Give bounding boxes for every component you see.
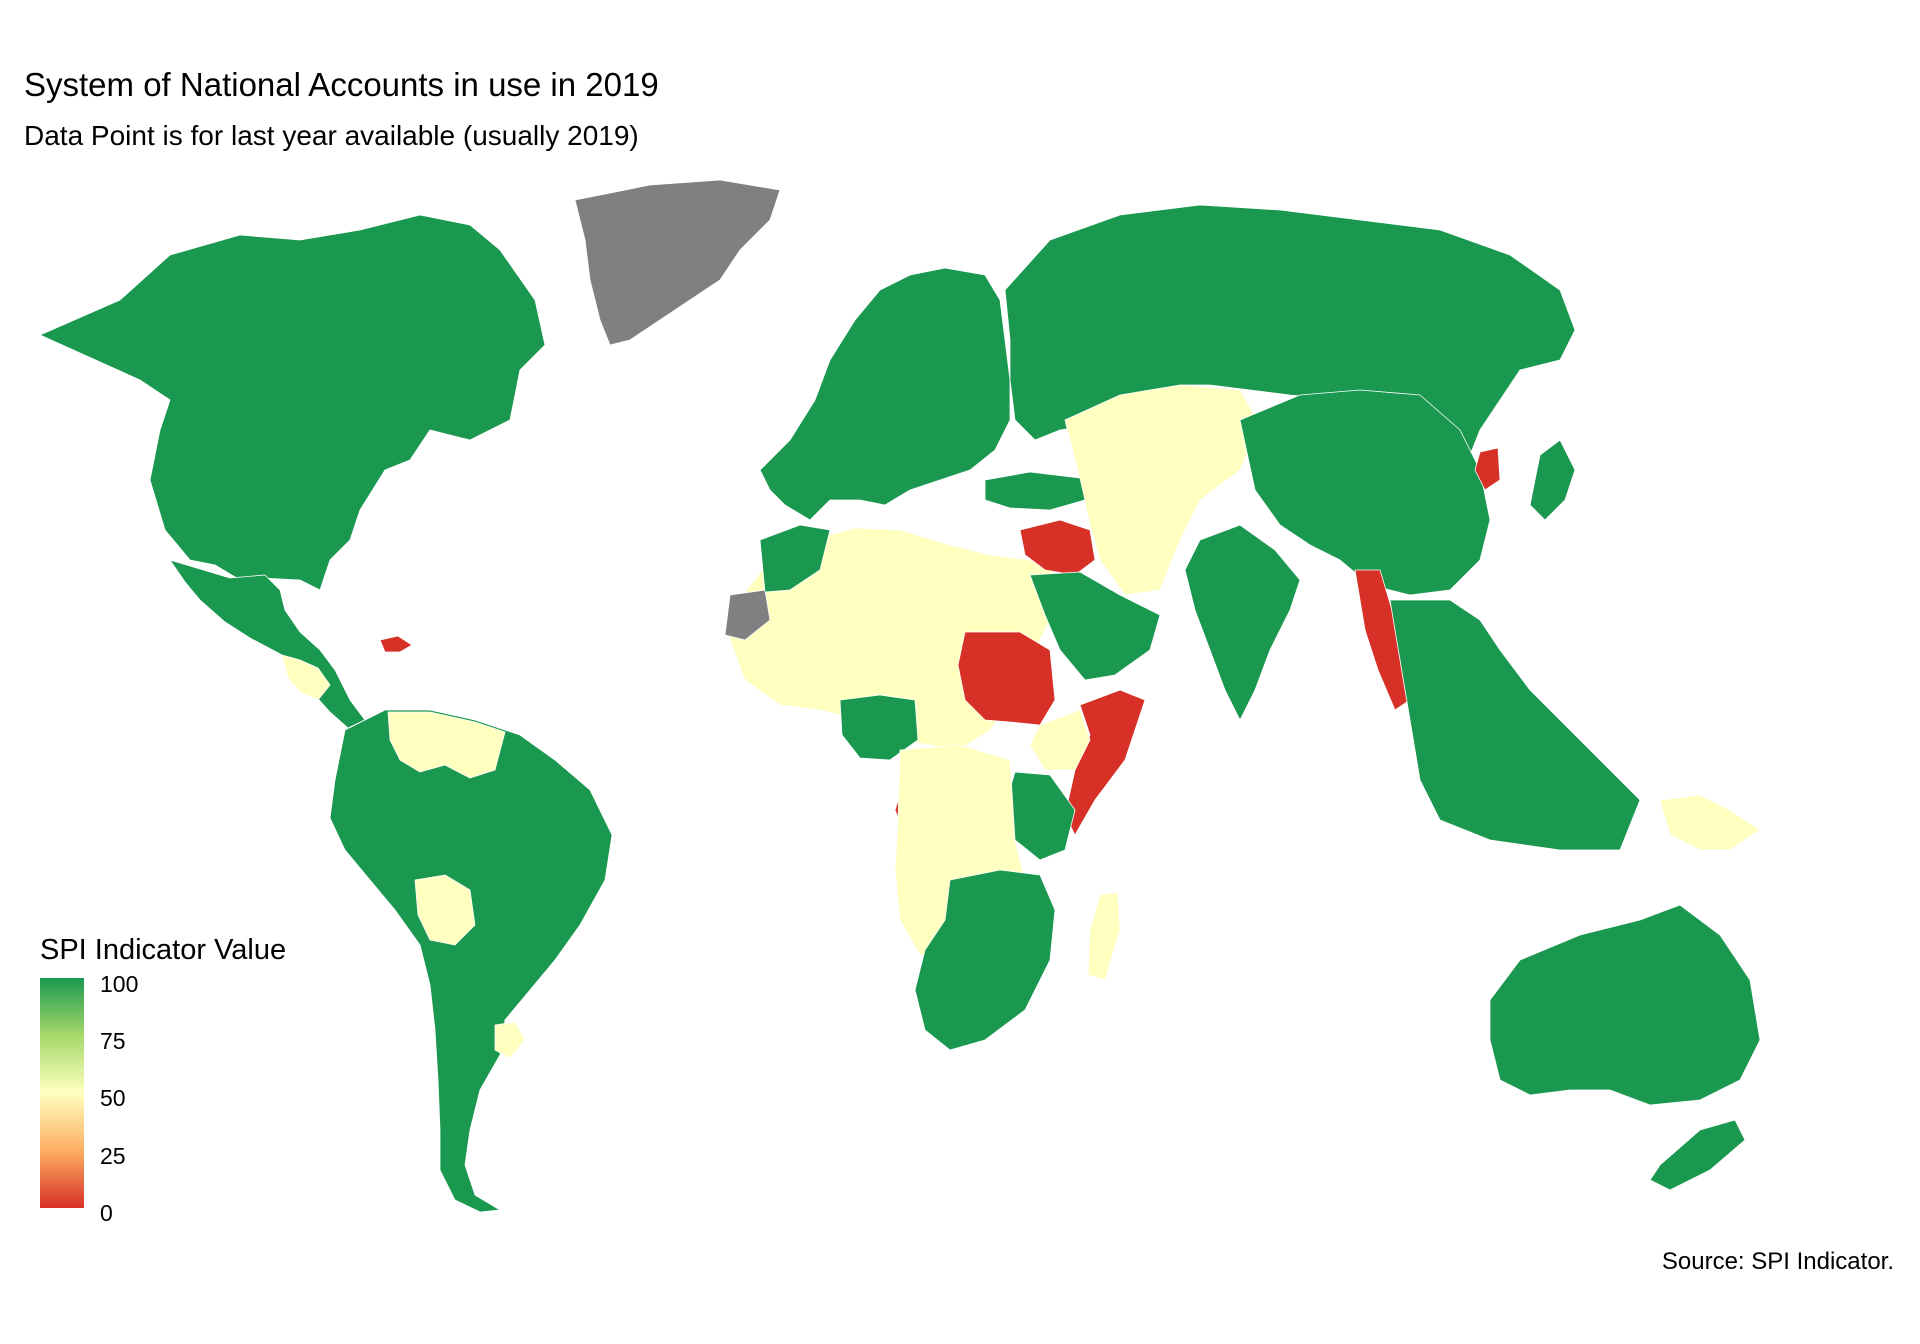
region-sudan <box>957 631 1056 726</box>
region-madagascar <box>1087 891 1121 981</box>
region-bolivia <box>414 874 476 946</box>
region-ethiopia <box>1029 709 1091 771</box>
region-china-mongolia <box>1239 389 1491 596</box>
legend-tick <box>84 1094 92 1096</box>
world-map <box>39 179 1761 1213</box>
region-south-america <box>329 709 613 1213</box>
legend-label-0: 0 <box>100 1200 113 1226</box>
legend-tick <box>84 1144 92 1146</box>
region-haiti-dominican-republic <box>379 635 413 653</box>
region-australia <box>1489 904 1761 1106</box>
region-central-america-and-mexico <box>169 559 366 729</box>
chart-subtitle: Data Point is for last year available (u… <box>24 120 639 151</box>
legend-label-75: 75 <box>100 1028 126 1054</box>
region-japan <box>1529 439 1576 521</box>
legend-label-100: 100 <box>100 971 139 997</box>
region-north-america <box>39 214 546 591</box>
region-north-korea <box>1474 447 1501 491</box>
region-europe <box>759 267 1011 521</box>
region-uruguay <box>494 1021 526 1059</box>
source-caption: Source: SPI Indicator. <box>1661 1248 1894 1275</box>
region-southeast-asia <box>1389 599 1641 851</box>
region-papua-new-guinea <box>1659 794 1761 851</box>
region-middle-east-syria-iraq <box>1019 519 1096 576</box>
region-guatemala-honduras <box>281 654 331 701</box>
region-new-zealand <box>1649 1119 1746 1191</box>
legend-tick <box>84 1044 92 1046</box>
region-western-sahara <box>724 589 771 641</box>
legend-label-50: 50 <box>100 1085 126 1111</box>
region-india <box>1184 524 1301 721</box>
region-greenland <box>574 179 781 346</box>
region-venezuela-guyana <box>387 711 506 779</box>
legend-colorbar <box>40 978 84 1208</box>
legend-label-25: 25 <box>100 1143 126 1169</box>
region-arabian-peninsula <box>1029 571 1161 681</box>
region-turkey <box>984 471 1086 511</box>
region-central-asia-iran <box>1064 384 1261 596</box>
chart-title: System of National Accounts in use in 20… <box>24 66 659 103</box>
region-morocco <box>759 524 831 593</box>
legend-tick <box>84 995 92 997</box>
legend-tick <box>84 1194 92 1196</box>
region-southern-africa <box>914 869 1056 1051</box>
legend-title: SPI Indicator Value <box>40 934 287 966</box>
